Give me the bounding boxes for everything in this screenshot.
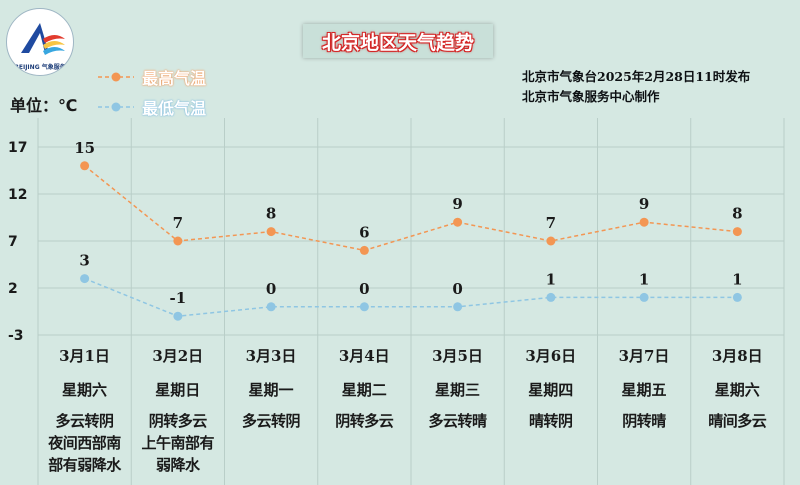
- day-weekday: 星期六: [61, 381, 107, 399]
- day-weather-line: 部有弱降水: [48, 456, 121, 474]
- data-label-high: 8: [732, 205, 742, 223]
- data-label-high: 7: [173, 214, 183, 232]
- day-weather-line: 夜间西部南: [48, 434, 121, 452]
- data-point-low: [732, 292, 742, 302]
- day-weather-line: 多云转晴: [428, 412, 487, 430]
- data-point-high: [266, 227, 276, 237]
- legend-low-marker-icon: [98, 102, 134, 112]
- y-tick-label: 2: [8, 281, 18, 297]
- day-weather-line: 阴转多云: [335, 412, 394, 430]
- day-weather-line: 多云转阴: [55, 412, 114, 430]
- day-cell: 3月2日星期日阴转多云上午南部有弱降水: [131, 340, 224, 476]
- y-tick-label: 17: [8, 140, 27, 156]
- day-weather: 阴转晴: [598, 410, 691, 432]
- y-tick-label: 12: [8, 187, 27, 203]
- day-weather-line: 晴转阴: [528, 412, 573, 430]
- day-weather: 阴转多云: [318, 410, 411, 432]
- day-date: 3月6日: [525, 347, 577, 365]
- data-label-low: 1: [732, 270, 742, 288]
- data-point-high: [639, 217, 649, 227]
- day-weekday: 星期六: [714, 381, 760, 399]
- legend-item-high: 最高气温: [98, 62, 206, 92]
- data-point-high: [546, 236, 556, 246]
- data-point-high: [453, 217, 463, 227]
- data-label-high: 7: [546, 214, 556, 232]
- unit-label: 单位：℃: [10, 96, 78, 115]
- day-weekday: 星期三: [434, 381, 480, 399]
- title-banner: 北京地区天气趋势: [303, 24, 493, 58]
- day-cell: 3月1日星期六多云转阴夜间西部南部有弱降水: [38, 340, 131, 476]
- data-label-low: 0: [452, 280, 462, 298]
- day-weekday: 星期一: [248, 381, 294, 399]
- legend-low-label: 最低气温: [142, 99, 207, 118]
- series-line-high: [84, 165, 738, 252]
- data-label-high: 9: [452, 195, 462, 213]
- data-label-low: 0: [359, 280, 369, 298]
- data-point-low: [546, 292, 556, 302]
- day-weekday: 星期四: [528, 381, 574, 399]
- day-weather: 阴转多云上午南部有弱降水: [131, 410, 224, 476]
- logo-icon: [21, 23, 65, 55]
- data-point-low: [80, 274, 90, 284]
- day-cell: 3月8日星期六晴间多云: [691, 340, 784, 432]
- day-weather-line: 上午南部有: [141, 434, 214, 452]
- data-label-high: 9: [639, 195, 649, 213]
- day-cell: 3月3日星期一多云转阴: [225, 340, 318, 432]
- data-label-high: 6: [359, 223, 369, 241]
- day-date: 3月3日: [245, 347, 297, 365]
- day-date: 3月2日: [152, 347, 204, 365]
- legend-high-label: 最高气温: [142, 69, 207, 88]
- page-title: 北京地区天气趋势: [321, 31, 474, 54]
- day-date: 3月4日: [338, 347, 390, 365]
- day-weather: 多云转阴: [225, 410, 318, 432]
- day-cell: 3月7日星期五阴转晴: [598, 340, 691, 432]
- data-label-low: 1: [639, 270, 649, 288]
- data-point-low: [639, 292, 649, 302]
- data-point-low: [173, 311, 183, 321]
- data-point-high: [732, 227, 742, 237]
- y-tick-label: 7: [8, 234, 18, 250]
- day-weather-line: 多云转阴: [241, 412, 301, 430]
- publish-line-1: 北京市气象台2025年2月28日11时发布: [522, 69, 751, 84]
- publish-info: 北京市气象台2025年2月28日11时发布 北京市气象服务中心制作: [522, 67, 750, 107]
- day-weather-line: 阴转晴: [622, 412, 666, 430]
- day-weather-line: 晴间多云: [708, 412, 767, 430]
- data-label-low: 1: [546, 270, 556, 288]
- day-weather: 晴转阴: [504, 410, 597, 432]
- publish-line-2: 北京市气象服务中心制作: [522, 89, 660, 104]
- data-point-high: [173, 236, 183, 246]
- logo-caption: BEIJING 气象服务: [14, 64, 66, 71]
- data-label-low: 3: [79, 252, 89, 270]
- data-point-low: [266, 302, 276, 312]
- day-cell: 3月6日星期四晴转阴: [504, 340, 597, 432]
- day-weather: 多云转阴夜间西部南部有弱降水: [38, 410, 131, 476]
- day-weather-line: 阴转多云: [148, 412, 208, 430]
- data-label-high: 8: [266, 205, 276, 223]
- meteorological-logo: BEIJING 气象服务: [6, 8, 74, 76]
- legend-item-low: 最低气温: [98, 92, 206, 122]
- day-weekday: 星期二: [341, 381, 387, 399]
- data-label-low: 0: [266, 280, 276, 298]
- data-point-high: [80, 161, 90, 171]
- day-weather: 晴间多云: [691, 410, 784, 432]
- day-cell: 3月5日星期三多云转晴: [411, 340, 504, 432]
- data-label-low: -1: [170, 289, 187, 307]
- day-date: 3月1日: [59, 347, 110, 365]
- data-label-high: 15: [74, 139, 95, 157]
- y-tick-label: -3: [8, 328, 24, 344]
- day-date: 3月5日: [432, 347, 483, 365]
- day-date: 3月8日: [711, 347, 763, 365]
- day-weather-line: 弱降水: [155, 456, 200, 474]
- day-weekday: 星期日: [155, 381, 201, 399]
- day-date: 3月7日: [618, 347, 670, 365]
- data-point-low: [359, 302, 369, 312]
- data-point-low: [453, 302, 463, 312]
- day-weekday: 星期五: [621, 381, 667, 399]
- chart-legend: 最高气温 最低气温: [98, 62, 206, 122]
- data-point-high: [359, 245, 369, 255]
- legend-high-marker-icon: [98, 72, 134, 82]
- day-weather: 多云转晴: [411, 410, 504, 432]
- day-cell: 3月4日星期二阴转多云: [318, 340, 411, 432]
